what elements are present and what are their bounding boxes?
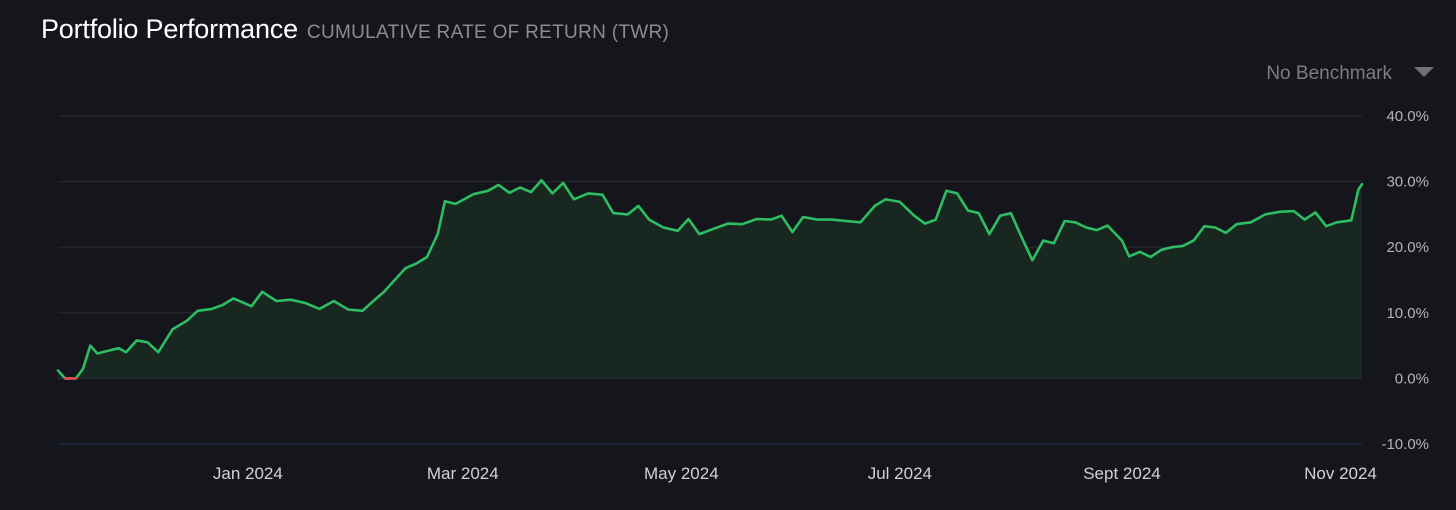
- y-tick-label: 20.0%: [1386, 239, 1429, 256]
- y-tick-label: -10.0%: [1381, 436, 1429, 453]
- y-tick-label: 40.0%: [1386, 108, 1429, 125]
- return-area: [58, 180, 1362, 379]
- return-line: [56, 179, 1364, 380]
- x-tick-label: Jul 2024: [868, 464, 932, 483]
- x-tick-label: Mar 2024: [427, 464, 499, 483]
- x-tick-label: May 2024: [644, 464, 719, 483]
- chart-subtitle: CUMULATIVE RATE OF RETURN (TWR): [306, 22, 670, 43]
- caret-down-icon: [1414, 67, 1434, 77]
- x-tick-label: Sept 2024: [1083, 464, 1161, 483]
- chart-header: Portfolio Performance CUMULATIVE RATE OF…: [41, 14, 669, 45]
- chart-title: Portfolio Performance: [41, 14, 298, 44]
- y-tick-label: 30.0%: [1386, 174, 1429, 191]
- y-tick-label: 10.0%: [1386, 305, 1429, 322]
- x-tick-label: Nov 2024: [1304, 464, 1377, 483]
- benchmark-dropdown[interactable]: No Benchmark: [1266, 63, 1434, 85]
- x-tick-label: Jan 2024: [213, 464, 283, 483]
- benchmark-label: No Benchmark: [1266, 63, 1392, 84]
- y-tick-label: 0.0%: [1395, 370, 1429, 387]
